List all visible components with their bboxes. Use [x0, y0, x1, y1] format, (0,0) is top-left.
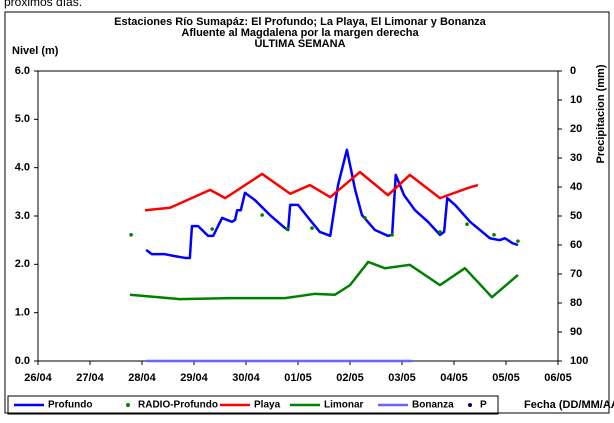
x-tick-label: 03/05	[388, 372, 416, 384]
data-point	[516, 239, 520, 243]
y-tick-label: 5.0	[15, 113, 30, 125]
y2-tick-label: 90	[570, 326, 582, 338]
y2-tick-label: 40	[570, 181, 582, 193]
legend-label: P	[480, 400, 487, 411]
x-tick-label: 28/04	[128, 372, 156, 384]
data-point	[129, 233, 133, 237]
x-tick-label: 06/05	[544, 372, 572, 384]
y2-tick-label: 10	[570, 94, 582, 106]
data-point	[210, 227, 214, 231]
x-tick-label: 30/04	[232, 372, 260, 384]
y2-tick-label: 50	[570, 210, 582, 222]
y2-tick-label: 20	[570, 123, 582, 135]
y2-tick-label: 100	[570, 355, 588, 367]
x-tick-label: 02/05	[336, 372, 364, 384]
y-tick-label: 1.0	[15, 307, 30, 319]
legend-label: Bonanza	[412, 400, 454, 411]
y2-tick-label: 60	[570, 239, 582, 251]
legend-frame	[7, 395, 499, 415]
x-tick-label: 26/04	[24, 372, 52, 384]
data-point	[260, 213, 264, 217]
y2-tick-label: 30	[570, 152, 582, 164]
y-tick-label: 4.0	[15, 162, 30, 174]
x-tick-label: 27/04	[76, 372, 104, 384]
data-point	[390, 233, 394, 237]
data-point	[285, 227, 289, 231]
y-tick-label: 6.0	[15, 65, 30, 77]
data-point	[310, 226, 314, 230]
data-point	[438, 230, 442, 234]
legend-label: RADIO-Profundo	[138, 400, 218, 411]
y-tick-label: 2.0	[15, 258, 30, 270]
x-axis-label: Fecha (DD/MM/AA)	[524, 399, 614, 411]
data-point	[363, 216, 367, 220]
data-point	[465, 222, 469, 227]
x-tick-label: 01/05	[284, 372, 312, 384]
x-tick-label: 29/04	[180, 372, 208, 384]
legend-label: Profundo	[48, 400, 92, 411]
series-line	[144, 170, 479, 212]
series-line	[129, 260, 519, 301]
legend-marker	[126, 403, 130, 407]
series-line	[145, 148, 519, 260]
caption: próximos días.	[4, 0, 82, 9]
x-tick-label: 04/05	[440, 372, 468, 384]
y2-tick-label: 80	[570, 297, 582, 309]
y2-axis-label: Precipitacion (mm)	[595, 64, 607, 163]
legend-label: Limonar	[324, 400, 364, 411]
chart-title: Estaciones Río Sumapáz: El Profundo; La …	[114, 16, 487, 28]
y2-tick-label: 70	[570, 268, 582, 280]
chart-subtitle: ULTIMA SEMANA	[254, 38, 345, 50]
x-tick-label: 05/05	[492, 372, 520, 384]
y-tick-label: 3.0	[15, 210, 30, 222]
data-point	[492, 233, 496, 237]
plot-frame	[37, 70, 559, 362]
y-axis-label: Nivel (m)	[12, 45, 59, 57]
chart-frame	[4, 11, 610, 414]
chart-subtitle: Afluente al Magdalena por la margen dere…	[181, 27, 419, 39]
legend-marker	[468, 403, 472, 407]
y2-tick-label: 0	[570, 65, 576, 77]
legend-label: Playa	[254, 400, 281, 411]
y-tick-label: 0.0	[15, 355, 30, 367]
